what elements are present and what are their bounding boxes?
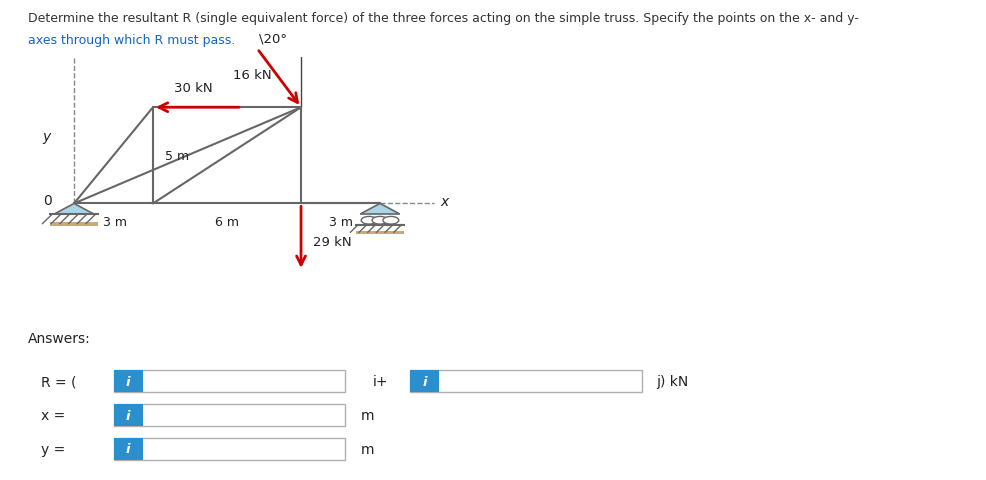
Text: R = (: R = ( [41, 374, 77, 389]
Text: 5 m: 5 m [165, 149, 188, 163]
Text: axes through which R must pass.: axes through which R must pass. [28, 34, 235, 47]
Text: 16 kN: 16 kN [233, 69, 271, 82]
Text: i: i [126, 442, 130, 456]
Text: Answers:: Answers: [28, 331, 91, 346]
Text: 29 kN: 29 kN [313, 236, 351, 249]
Text: m: m [360, 442, 374, 456]
Text: i: i [422, 375, 426, 388]
Polygon shape [54, 204, 94, 215]
Circle shape [361, 217, 377, 225]
FancyBboxPatch shape [113, 438, 345, 460]
Circle shape [383, 217, 398, 225]
Text: \20°: \20° [259, 33, 287, 46]
FancyBboxPatch shape [113, 438, 143, 460]
Circle shape [372, 217, 387, 225]
FancyBboxPatch shape [113, 371, 345, 393]
Text: x: x [440, 194, 448, 209]
FancyBboxPatch shape [356, 231, 403, 235]
FancyBboxPatch shape [50, 223, 98, 227]
Text: y: y [42, 130, 50, 144]
FancyBboxPatch shape [113, 404, 345, 426]
Polygon shape [360, 204, 399, 215]
FancyBboxPatch shape [409, 371, 641, 393]
Text: j) kN: j) kN [656, 374, 688, 389]
Text: 6 m: 6 m [215, 216, 239, 229]
Text: i: i [126, 408, 130, 422]
FancyBboxPatch shape [113, 404, 143, 426]
FancyBboxPatch shape [113, 371, 143, 393]
Text: x =: x = [41, 408, 66, 422]
Text: 0: 0 [43, 193, 52, 207]
Text: 30 kN: 30 kN [174, 82, 212, 95]
Text: i: i [126, 375, 130, 388]
Text: y =: y = [41, 442, 66, 456]
Text: i+: i+ [373, 374, 388, 389]
Text: 3 m: 3 m [104, 216, 127, 229]
Text: 3 m: 3 m [328, 216, 352, 229]
Text: Determine the resultant R (single equivalent force) of the three forces acting o: Determine the resultant R (single equiva… [28, 12, 858, 25]
FancyBboxPatch shape [409, 371, 439, 393]
Text: m: m [360, 408, 374, 422]
